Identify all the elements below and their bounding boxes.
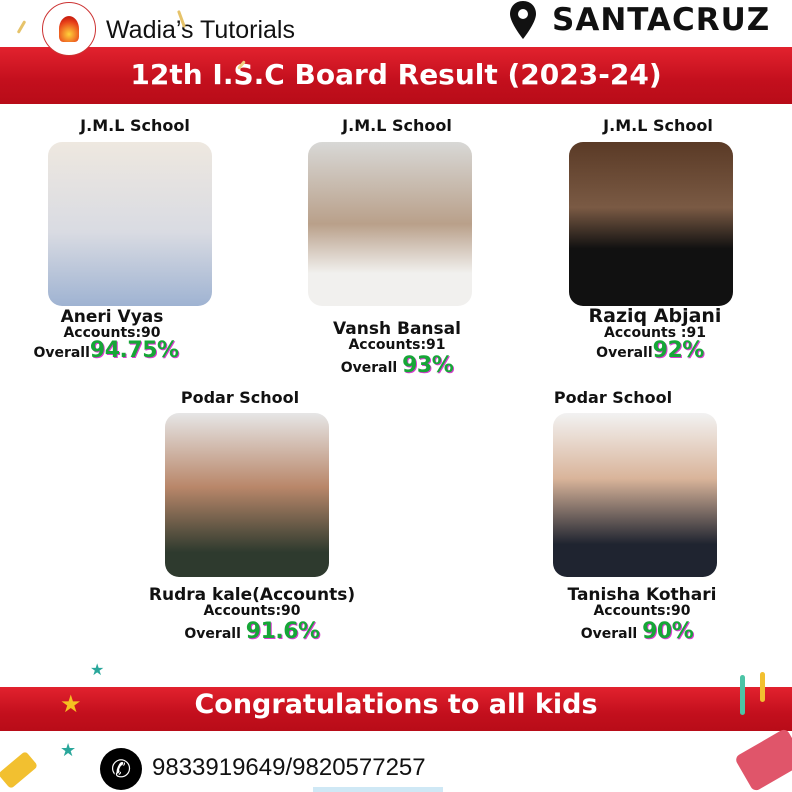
student-photo-aneri-vyas	[48, 142, 212, 306]
star-icon: ★	[60, 740, 77, 761]
phone-icon: ✆	[100, 748, 142, 790]
overall-label: Overall	[184, 626, 241, 642]
student-info: Rudra kale(Accounts) Accounts:90 Overall…	[122, 587, 382, 643]
star-icon: ★	[90, 660, 105, 679]
accounts-score: Accounts:90	[203, 603, 301, 619]
overall-percentage: 90%	[642, 619, 694, 644]
overall-percentage: 92%	[652, 338, 705, 363]
confetti	[760, 672, 765, 702]
phone-numbers[interactable]: 9833919649/9820577257	[152, 754, 426, 781]
student-photo-raziq-abjani	[569, 142, 733, 306]
student-name: Tanisha Kothari	[567, 585, 717, 605]
bottom-strip	[313, 787, 443, 792]
school-label: J.M.L School	[603, 116, 713, 135]
student-info: Tanisha Kothari Accounts:90 Overall 90%	[512, 587, 772, 643]
student-photo-tanisha-kothari	[553, 413, 717, 577]
accounts-score: Accounts :91	[604, 325, 706, 341]
confetti	[740, 675, 745, 715]
congrats-text: Congratulations to all kids	[194, 689, 598, 720]
overall-percentage: 94.75%	[89, 338, 179, 363]
student-name: Raziq Abjani	[588, 305, 722, 327]
student-photo-vansh-bansal	[308, 142, 472, 306]
accounts-score: Accounts:90	[593, 603, 691, 619]
student-name: Vansh Bansal	[333, 319, 461, 339]
student-info: Aneri Vyas Accounts:90 Overall94.75%	[0, 309, 242, 362]
student-name: Rudra kale(Accounts)	[148, 585, 356, 605]
wadias-tutorials-logo	[42, 2, 96, 56]
school-label: Podar School	[553, 388, 673, 407]
school-label: J.M.L School	[80, 116, 190, 135]
overall-label: Overall	[33, 345, 90, 361]
map-pin-icon	[510, 1, 536, 39]
student-info: Vansh Bansal Accounts:91 Overall 93%	[267, 321, 527, 377]
school-label: J.M.L School	[342, 116, 452, 135]
student-info: Raziq Abjani Accounts :91 Overall92%	[525, 307, 785, 362]
school-label: Podar School	[180, 388, 300, 407]
congrats-banner	[0, 687, 792, 731]
party-popper-icon	[734, 727, 792, 792]
brand-name: Wadia’s Tutorials	[106, 16, 295, 44]
accounts-score: Accounts:91	[348, 337, 446, 353]
overall-percentage: 91.6%	[245, 619, 320, 644]
overall-label: Overall	[340, 360, 398, 376]
confetti	[16, 20, 27, 34]
party-popper-icon	[0, 750, 39, 790]
student-photo-rudra-kale	[165, 413, 329, 577]
title-banner	[0, 47, 792, 104]
location-name: SANTACRUZ	[552, 2, 771, 38]
accounts-score: Accounts:90	[63, 325, 161, 341]
student-name: Aneri Vyas	[60, 307, 164, 327]
overall-label: Overall	[596, 345, 653, 361]
overall-label: Overall	[580, 626, 638, 642]
torch-flame-icon	[59, 16, 79, 42]
star-icon: ★	[60, 690, 82, 718]
location: SANTACRUZ	[508, 0, 770, 40]
page-title: 12th I.S.C Board Result (2023-24)	[130, 58, 662, 91]
overall-percentage: 93%	[402, 353, 454, 378]
